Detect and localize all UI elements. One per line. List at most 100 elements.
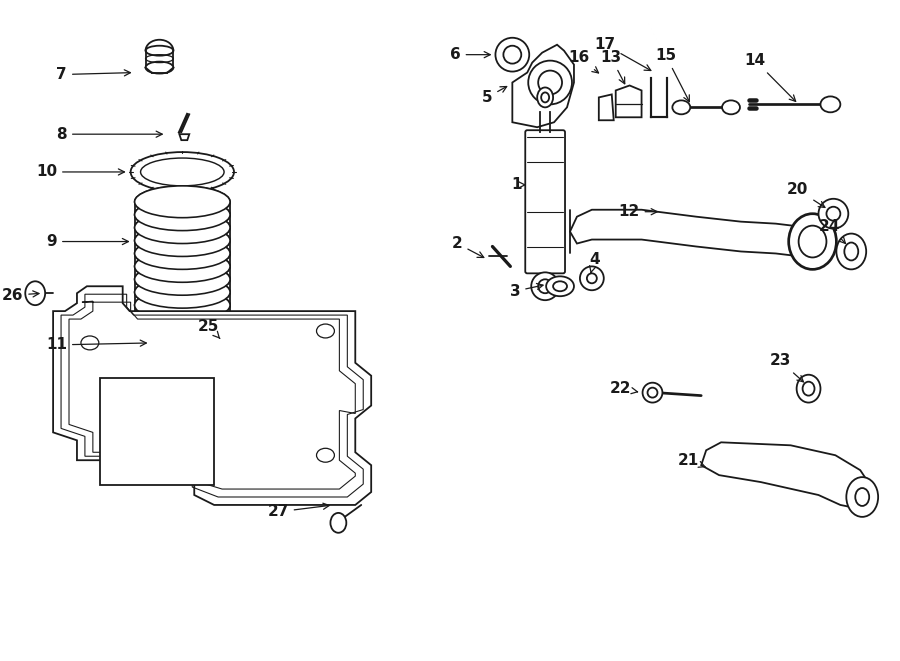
Ellipse shape: [160, 455, 178, 469]
Text: 2: 2: [452, 236, 484, 258]
Ellipse shape: [126, 455, 144, 469]
Ellipse shape: [541, 93, 549, 102]
Ellipse shape: [135, 276, 230, 308]
Text: 7: 7: [57, 67, 130, 82]
Ellipse shape: [821, 97, 841, 112]
Ellipse shape: [846, 477, 878, 517]
Polygon shape: [598, 95, 614, 120]
Ellipse shape: [317, 448, 335, 462]
Ellipse shape: [146, 61, 174, 73]
Text: 15: 15: [655, 48, 689, 102]
Text: 3: 3: [509, 284, 543, 299]
Ellipse shape: [531, 272, 559, 300]
Ellipse shape: [135, 212, 230, 243]
Ellipse shape: [580, 266, 604, 290]
Ellipse shape: [135, 276, 230, 308]
Ellipse shape: [135, 263, 230, 295]
Polygon shape: [701, 442, 872, 508]
Ellipse shape: [495, 38, 529, 71]
Polygon shape: [512, 45, 574, 127]
Ellipse shape: [162, 331, 230, 355]
Ellipse shape: [135, 199, 230, 231]
Text: 13: 13: [600, 50, 625, 84]
Ellipse shape: [672, 100, 690, 114]
Ellipse shape: [135, 225, 230, 256]
Ellipse shape: [146, 46, 174, 56]
Ellipse shape: [503, 46, 521, 63]
Ellipse shape: [546, 276, 574, 296]
Ellipse shape: [330, 513, 346, 533]
Text: 17: 17: [595, 37, 651, 71]
Ellipse shape: [135, 225, 230, 256]
Ellipse shape: [25, 282, 45, 305]
Polygon shape: [53, 286, 371, 505]
FancyBboxPatch shape: [526, 130, 565, 274]
Ellipse shape: [587, 274, 597, 284]
Ellipse shape: [538, 71, 562, 95]
Ellipse shape: [126, 406, 144, 420]
Text: 4: 4: [590, 252, 599, 273]
Text: 18: 18: [0, 660, 1, 661]
Ellipse shape: [788, 214, 836, 270]
Ellipse shape: [554, 282, 567, 292]
Ellipse shape: [135, 302, 230, 334]
Ellipse shape: [160, 406, 178, 420]
Polygon shape: [616, 85, 642, 117]
Polygon shape: [570, 210, 821, 256]
Ellipse shape: [826, 207, 841, 221]
Text: 9: 9: [47, 234, 129, 249]
Ellipse shape: [135, 186, 230, 217]
Ellipse shape: [135, 290, 230, 321]
Ellipse shape: [855, 488, 869, 506]
Ellipse shape: [135, 315, 230, 347]
Ellipse shape: [135, 237, 230, 270]
Text: 11: 11: [46, 337, 147, 352]
Ellipse shape: [317, 324, 335, 338]
Ellipse shape: [803, 381, 815, 395]
Ellipse shape: [135, 290, 230, 321]
Ellipse shape: [722, 100, 740, 114]
Ellipse shape: [130, 152, 234, 192]
Text: 26: 26: [2, 288, 39, 303]
Ellipse shape: [538, 280, 552, 293]
Ellipse shape: [135, 199, 230, 231]
Text: 19: 19: [0, 660, 1, 661]
Ellipse shape: [135, 212, 230, 243]
Text: 10: 10: [36, 165, 124, 179]
Ellipse shape: [647, 387, 658, 398]
Text: 24: 24: [819, 219, 845, 243]
Text: 25: 25: [198, 319, 220, 338]
Text: 8: 8: [57, 127, 162, 141]
Ellipse shape: [528, 61, 572, 104]
Text: 27: 27: [267, 503, 329, 520]
Ellipse shape: [135, 251, 230, 282]
Ellipse shape: [844, 243, 859, 260]
Ellipse shape: [818, 199, 849, 229]
Ellipse shape: [537, 87, 554, 107]
Ellipse shape: [135, 186, 230, 217]
Text: 1: 1: [512, 177, 526, 192]
Text: 21: 21: [678, 453, 705, 468]
Text: 6: 6: [450, 47, 491, 62]
Text: 12: 12: [618, 204, 657, 219]
Text: 16: 16: [569, 50, 598, 73]
Ellipse shape: [152, 325, 240, 361]
Ellipse shape: [81, 336, 99, 350]
Text: 14: 14: [744, 53, 796, 101]
Ellipse shape: [135, 315, 230, 347]
Ellipse shape: [135, 302, 230, 334]
Ellipse shape: [643, 383, 662, 403]
Polygon shape: [179, 134, 189, 140]
Ellipse shape: [140, 158, 224, 186]
Text: 23: 23: [770, 354, 804, 382]
Text: 20: 20: [788, 182, 825, 208]
Ellipse shape: [796, 375, 821, 403]
Ellipse shape: [135, 251, 230, 282]
Ellipse shape: [135, 237, 230, 270]
Ellipse shape: [135, 263, 230, 295]
Ellipse shape: [798, 225, 826, 257]
Text: 22: 22: [610, 381, 638, 396]
Bar: [100, 377, 214, 485]
Text: 5: 5: [482, 87, 507, 105]
Ellipse shape: [836, 233, 866, 270]
